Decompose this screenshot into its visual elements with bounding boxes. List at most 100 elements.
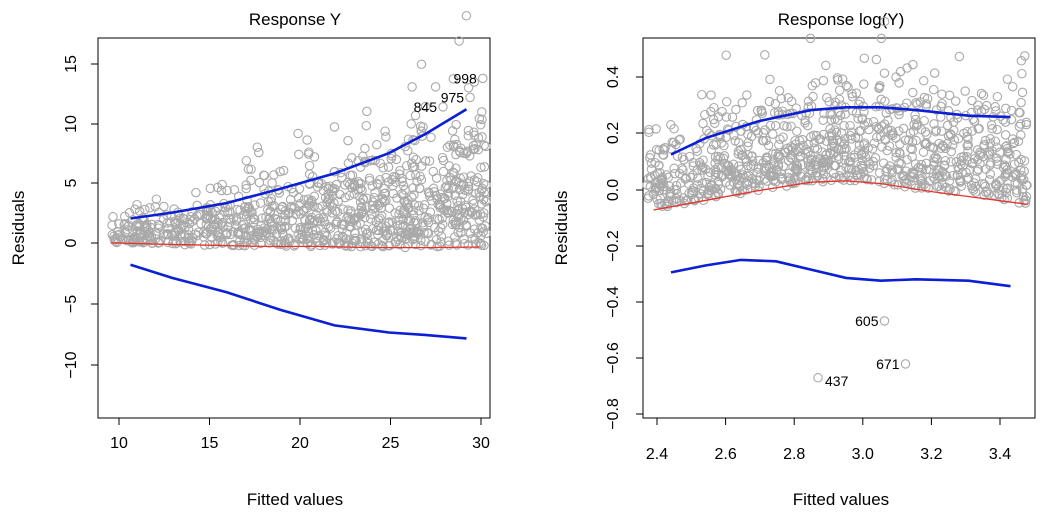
scatter-point (985, 138, 996, 149)
scatter-point (776, 172, 787, 183)
scatter-point (973, 105, 983, 115)
scatter-point (207, 214, 218, 224)
scatter-point (721, 112, 732, 122)
scatter-point (803, 160, 814, 170)
scatter-point (1013, 136, 1024, 147)
scatter-point (409, 233, 420, 244)
scatter-point (671, 180, 682, 191)
scatter-point (1000, 171, 1010, 182)
scatter-point (875, 131, 886, 142)
scatter-point (908, 59, 918, 70)
scatter-point (765, 120, 776, 131)
scatter-point (431, 190, 441, 201)
scatter-point (229, 185, 240, 195)
scatter-point (719, 140, 729, 151)
scatter-point (876, 33, 887, 44)
scatter-point (962, 152, 972, 162)
scatter-point (742, 185, 753, 195)
scatter-point (257, 227, 267, 238)
scatter-point (278, 165, 289, 176)
scatter-point (809, 138, 820, 148)
scatter-point (1017, 87, 1028, 98)
scatter-point (171, 219, 181, 229)
scatter-point (448, 183, 458, 194)
scatter-point (969, 178, 979, 188)
scatter-point (458, 215, 469, 225)
scatter-point (364, 175, 375, 186)
scatter-point (899, 171, 909, 181)
scatter-point (833, 151, 844, 161)
scatter-point (134, 218, 144, 229)
scatter-point (208, 221, 219, 232)
scatter-point (1003, 146, 1013, 156)
scatter-point (329, 122, 340, 132)
scatter-point (288, 187, 299, 198)
y-tick-label: 0.2 (605, 122, 622, 144)
scatter-point (193, 209, 204, 219)
scatter-point (891, 148, 902, 158)
scatter-point (329, 184, 340, 194)
y-axis: −10 −5 0 5 10 15 (63, 55, 99, 379)
scatter-point (692, 146, 703, 156)
scatter-point (454, 184, 465, 195)
scatter-point (886, 125, 896, 136)
scatter-point (478, 194, 489, 205)
scatter-point (847, 163, 857, 174)
scatter-point (375, 213, 385, 223)
scatter-point (1007, 134, 1018, 144)
scatter-point (453, 217, 463, 227)
upper-band-line (670, 106, 1011, 156)
scatter-point (202, 213, 213, 223)
scatter-point (428, 166, 439, 177)
scatter-point (438, 166, 449, 177)
scatter-point (710, 164, 721, 175)
scatter-point (449, 168, 459, 179)
scatter-point (175, 237, 186, 247)
scatter-point (478, 179, 489, 189)
x-tick-label: 20 (291, 435, 309, 452)
scatter-point (463, 181, 474, 192)
scatter-point (472, 209, 483, 220)
scatter-point (830, 125, 840, 135)
scatter-point (932, 169, 942, 179)
scatter-point (912, 99, 922, 110)
scatter-point (800, 148, 811, 159)
scatter-point (743, 141, 753, 152)
scatter-point (154, 221, 165, 231)
scatter-point (894, 109, 904, 120)
scatter-point (362, 106, 372, 117)
scatter-point (405, 215, 416, 226)
scatter-point (894, 106, 905, 116)
y-tick-label: −5 (63, 295, 80, 313)
scatter-point (767, 149, 778, 159)
scatter-point (891, 72, 901, 82)
scatter-point (797, 160, 808, 170)
scatter-point (918, 76, 929, 86)
scatter-point (658, 149, 668, 160)
scatter-point (461, 220, 472, 230)
scatter-point (403, 226, 413, 236)
x-tick-label: 2.8 (783, 446, 805, 463)
scatter-point (213, 232, 224, 242)
scatter-point (674, 135, 684, 145)
scatter-point (973, 164, 984, 175)
scatter-point (463, 125, 474, 136)
scatter-point (205, 183, 216, 194)
scatter-point (290, 223, 301, 233)
scatter-point (303, 226, 314, 237)
scatter-point (859, 53, 870, 63)
scatter-point (944, 90, 955, 101)
scatter-point (919, 115, 929, 126)
scatter-point (320, 240, 330, 250)
scatter-point (226, 215, 236, 225)
scatter-point (954, 164, 964, 175)
scatter-point (737, 98, 747, 108)
scatter-point (444, 240, 454, 250)
scatter-points (107, 11, 492, 253)
scatter-point (212, 230, 223, 241)
scatter-point (845, 120, 855, 131)
scatter-point (264, 238, 275, 248)
scatter-point (687, 189, 698, 199)
scatter-point (1016, 97, 1026, 108)
